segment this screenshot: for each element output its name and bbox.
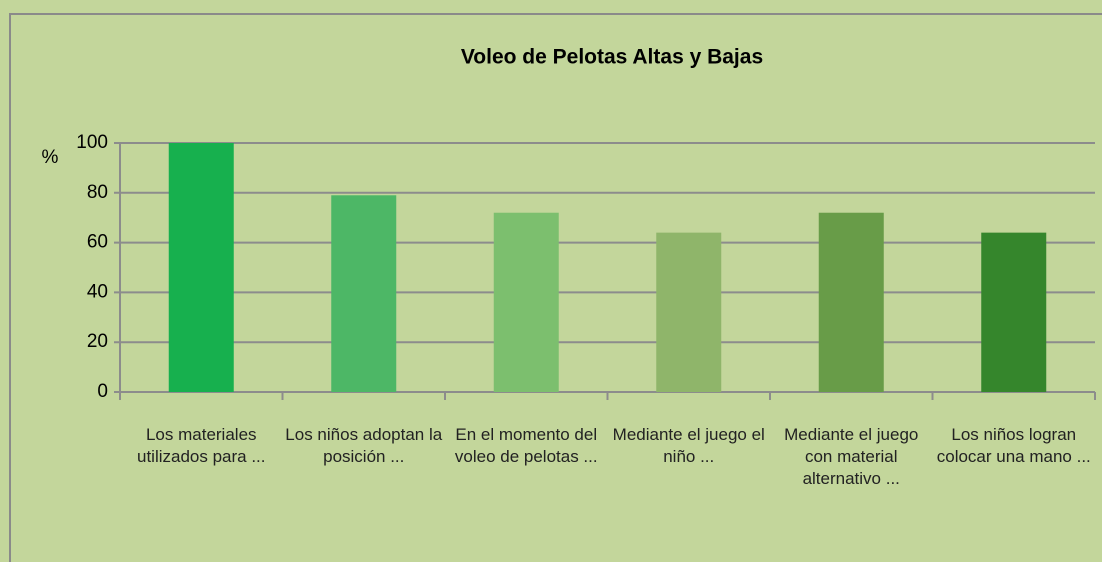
y-tick-label: 20: [87, 331, 108, 352]
bar: [818, 212, 884, 392]
y-tick-label: 40: [87, 281, 108, 302]
x-tick-label: Los niños logran colocar una mano ...: [936, 425, 1091, 466]
x-tick-label: Los materiales utilizados para ...: [136, 425, 266, 466]
x-tick-label: En el momento del voleo de pelotas ...: [454, 425, 598, 466]
bar: [656, 232, 722, 392]
y-tick-label: 60: [87, 232, 108, 253]
x-tick-label: Mediante el juego con material alternati…: [784, 425, 919, 488]
chart-title: Voleo de Pelotas Altas y Bajas: [461, 46, 763, 69]
y-tick-label: 0: [97, 381, 108, 402]
x-tick-label: Mediante el juego el niño ...: [612, 425, 765, 466]
frame: [9, 13, 1102, 562]
y-axis-label: %: [42, 147, 59, 168]
bar: [493, 212, 559, 392]
bar: [331, 195, 397, 392]
y-tick-label: 80: [87, 182, 108, 203]
y-tick-label: 100: [76, 132, 108, 153]
bar: [168, 143, 234, 392]
x-tick-label: Los niños adoptan la posición ...: [285, 425, 443, 466]
bar: [981, 232, 1047, 392]
